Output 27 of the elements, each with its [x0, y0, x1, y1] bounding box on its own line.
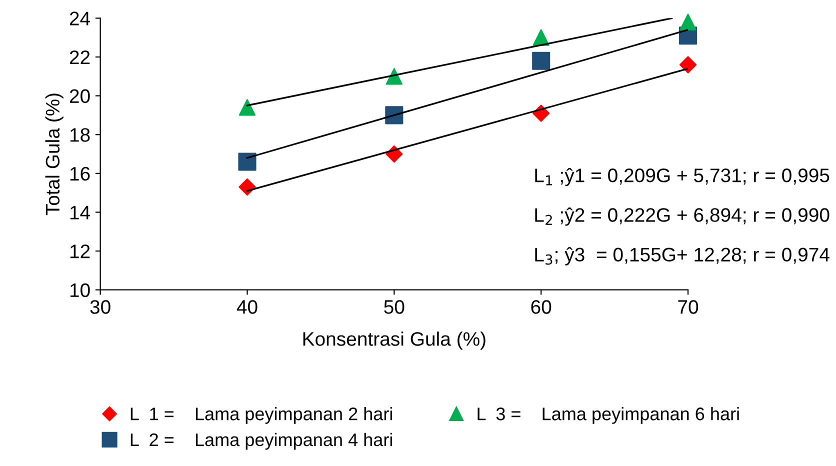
- x-tick-label: 40: [236, 300, 258, 314]
- x-tick-label: 70: [678, 300, 698, 314]
- y-tick-label: 14: [70, 206, 90, 220]
- point: [532, 52, 550, 70]
- point: [238, 99, 256, 116]
- x-tick-label: 30: [90, 300, 110, 314]
- x-tick-label: 50: [384, 300, 404, 314]
- y-tick-label: 22: [70, 50, 90, 64]
- legend-label: L 2 = Lama peyimpanan 4 hari: [130, 432, 392, 450]
- point: [238, 152, 256, 171]
- annotation: L$_{1}$ ;ŷ1 = 0,209G + 5,731; r = 0,995: [535, 168, 830, 186]
- x-tick-label: 60: [531, 300, 552, 314]
- y-tick-label: 12: [70, 244, 90, 258]
- y-axis-title: Total Gula (%): [45, 94, 64, 216]
- y-tick-label: 16: [70, 166, 90, 181]
- y-tick-label: 24: [70, 12, 90, 26]
- y-tick-label: 20: [70, 89, 90, 104]
- legend-label: L 1 = Lama peyimpanan 2 hari: [130, 407, 392, 424]
- legend-label: L 3 = Lama peyimpanan 6 hari: [478, 407, 739, 424]
- annotation: L$_{3}$; ŷ3 = 0,155G+ 12,28; r = 0,974: [535, 247, 830, 266]
- point: [679, 56, 697, 74]
- y-tick-label: 10: [70, 283, 90, 298]
- point: [680, 14, 696, 30]
- annotation: L$_{2}$ ;ŷ2 = 0,222G + 6,894; r = 0,990: [535, 208, 830, 226]
- y-tick-label: 18: [70, 128, 90, 142]
- point: [238, 178, 256, 196]
- x-axis-title: Konsentrasi Gula (%): [303, 332, 486, 350]
